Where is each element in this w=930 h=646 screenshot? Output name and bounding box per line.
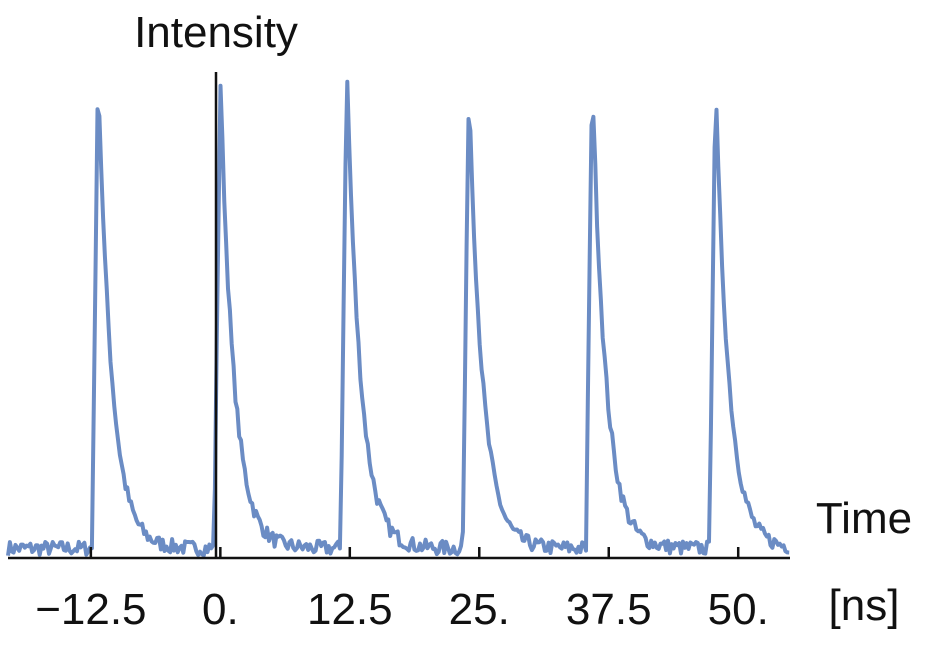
x-axis-ticks: −12.5 0. 12.5 25. 37.5 50. — [35, 547, 769, 634]
x-tick-label: 25. — [449, 585, 510, 634]
x-tick-label: −12.5 — [35, 585, 146, 634]
y-axis-title: Intensity — [134, 8, 298, 57]
x-tick-label: 37.5 — [566, 585, 652, 634]
x-axis-unit: [ns] — [829, 581, 900, 630]
plot-area — [6, 79, 790, 558]
x-tick-label: 50. — [708, 585, 769, 634]
series-line-intensity — [6, 79, 790, 558]
x-tick-label: 12.5 — [307, 585, 393, 634]
x-axis-title: Time — [816, 494, 912, 543]
x-tick-label: 0. — [202, 585, 239, 634]
